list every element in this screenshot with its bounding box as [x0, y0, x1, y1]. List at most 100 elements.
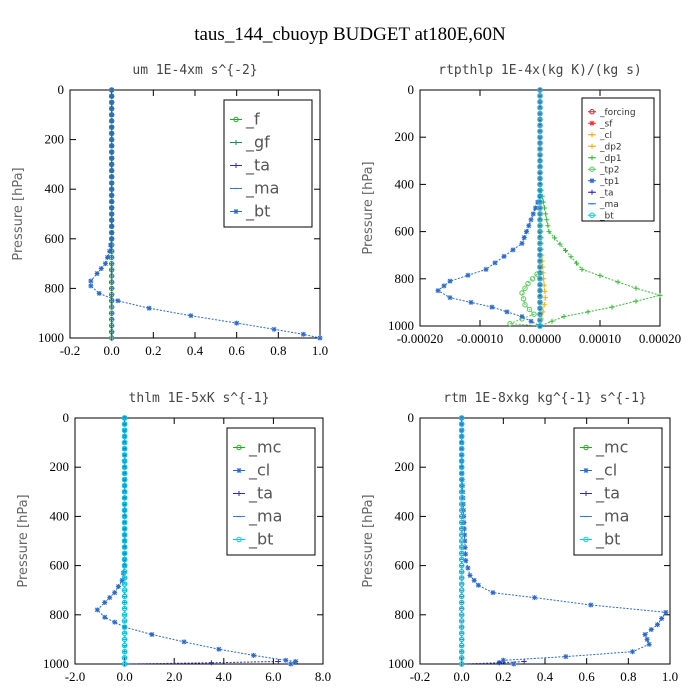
x-tick-label: -0.00020	[397, 331, 444, 346]
data-point	[121, 655, 128, 661]
data-point	[109, 236, 115, 242]
data-point	[537, 193, 543, 199]
data-point	[112, 590, 118, 596]
data-point	[537, 134, 543, 140]
legend-label: _mc	[248, 438, 281, 458]
y-tick-label: 200	[395, 459, 415, 474]
data-point	[121, 421, 128, 427]
data-point	[525, 280, 531, 287]
data-point	[107, 595, 113, 601]
legend-marker	[236, 444, 242, 451]
data-point	[630, 649, 635, 655]
data-point	[458, 581, 465, 587]
data-point	[546, 229, 552, 235]
data-point	[552, 235, 557, 241]
y-tick-label: 600	[45, 231, 65, 246]
legend-marker	[589, 109, 595, 115]
legend-marker	[589, 132, 595, 138]
data-point	[537, 258, 543, 264]
x-tick-label: 4.0	[216, 669, 232, 684]
data-point	[519, 240, 525, 246]
y-tick-label: 0	[408, 410, 415, 425]
data-point	[121, 649, 128, 655]
data-point	[458, 452, 465, 458]
data-point	[317, 335, 323, 341]
data-point	[463, 558, 469, 564]
series-tp1	[435, 193, 543, 329]
series-line	[461, 661, 525, 665]
y-tick-label: 200	[395, 129, 415, 144]
data-point	[94, 271, 100, 277]
legend-marker	[589, 189, 595, 195]
data-point	[458, 624, 465, 630]
legend-marker	[589, 120, 595, 126]
data-point	[462, 532, 468, 538]
y-tick-label: 1000	[43, 656, 69, 671]
legend-marker	[236, 491, 242, 496]
data-point	[537, 164, 543, 170]
data-point	[458, 476, 465, 483]
data-point	[102, 600, 108, 605]
legend-marker	[236, 536, 242, 543]
data-point	[109, 180, 115, 186]
y-tick-label: 1000	[38, 330, 64, 345]
data-point	[458, 415, 465, 421]
x-tick-label: 0.0	[116, 669, 132, 684]
panel-um: um 1E-4xm s^{-2} Pressure [hPa] -0.2 0.0 0.2…	[11, 63, 328, 358]
data-point	[458, 556, 465, 563]
data-point	[109, 186, 115, 192]
data-point	[112, 619, 118, 625]
data-point	[458, 618, 465, 624]
legend-label: _ma	[248, 507, 282, 527]
data-point	[537, 122, 543, 129]
data-point	[458, 569, 465, 575]
data-point	[121, 630, 128, 636]
data-point	[109, 205, 115, 211]
x-tick-label: -0.00010	[457, 331, 504, 346]
data-point	[537, 187, 543, 194]
data-point	[121, 538, 128, 544]
data-point	[121, 661, 128, 667]
legend-marker	[236, 468, 242, 473]
legend-label: _gf	[245, 133, 270, 153]
data-point	[458, 482, 465, 489]
data-point	[537, 305, 543, 311]
data-point	[109, 199, 115, 205]
legend-box	[581, 97, 655, 222]
data-point	[524, 229, 529, 235]
data-point	[283, 657, 289, 663]
x-tick-label: 0.8	[270, 343, 286, 358]
data-point	[501, 253, 507, 259]
x-tick-label: 0.4	[537, 669, 554, 684]
data-point	[109, 223, 115, 229]
y-tick-label: 400	[45, 181, 65, 196]
data-point	[208, 660, 214, 666]
data-point	[492, 260, 498, 266]
data-point	[458, 464, 465, 470]
data-point	[537, 205, 543, 211]
data-point	[537, 311, 543, 317]
data-point	[119, 577, 125, 583]
data-point	[537, 181, 543, 188]
legend-label: _cl	[599, 131, 612, 141]
data-point	[121, 599, 128, 606]
data-point	[121, 562, 128, 569]
data-point	[585, 309, 591, 315]
data-point	[458, 550, 465, 556]
data-point	[537, 293, 543, 300]
data-point	[465, 565, 471, 571]
data-point	[530, 211, 536, 217]
legend-marker	[589, 166, 595, 172]
legend: _mc _cl _ta _ma _bt	[226, 427, 316, 556]
legend-marker	[583, 491, 589, 496]
data-point	[458, 605, 465, 612]
data-point	[121, 415, 128, 421]
legend: _f _gf _ta _ma _bt	[223, 99, 313, 228]
x-tick-label: 0.2	[145, 343, 161, 358]
y-tick-label: 600	[395, 224, 415, 239]
legend-marker	[233, 116, 239, 123]
y-tick-label: 200	[45, 132, 65, 147]
x-tick-label: 8.0	[315, 669, 331, 684]
y-axis-label: Pressure [hPa]	[361, 494, 376, 587]
y-tick-label: 1000	[388, 318, 414, 333]
